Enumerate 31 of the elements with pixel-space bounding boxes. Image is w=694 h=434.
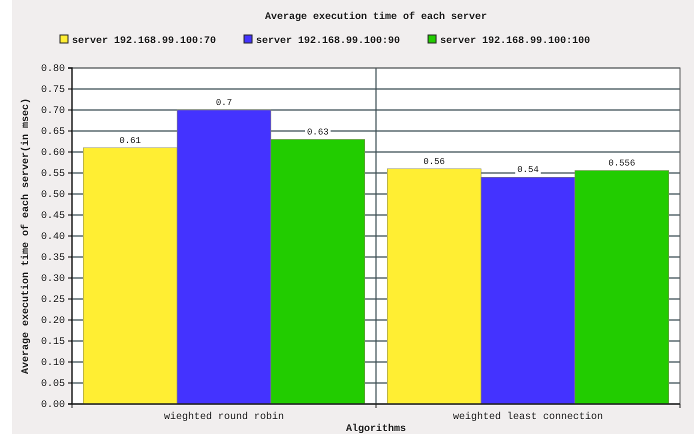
y-tick-label: 0.25	[40, 295, 65, 306]
legend-label: server 192.168.99.100:70	[72, 36, 216, 47]
y-tick-label: 0.65	[40, 127, 65, 138]
y-tick-label: 0.80	[40, 64, 65, 76]
legend-label: server 192.168.99.100:100	[440, 36, 590, 47]
data-label: 0.556	[608, 158, 636, 168]
y-tick-label: 0.40	[40, 232, 65, 244]
data-label: 0.61	[119, 136, 141, 146]
data-label: 0.7	[216, 98, 232, 108]
y-tick-label: 0.20	[40, 316, 65, 328]
y-axis-title: Average execution time of each server(in msec)	[20, 98, 32, 374]
y-tick-label: 0.45	[40, 211, 65, 222]
y-tick-label: 0.55	[40, 169, 65, 180]
x-axis-title: Algorithms	[346, 423, 406, 434]
y-tick-label: 0.75	[40, 85, 65, 96]
y-tick-label: 0.70	[40, 106, 65, 118]
y-tick-label: 0.35	[40, 253, 65, 264]
y-tick-label: 0.15	[40, 337, 65, 348]
y-tick-label: 0.00	[40, 400, 65, 412]
x-tick-label: wieghted round robin	[164, 411, 284, 423]
y-tick-label: 0.50	[40, 190, 65, 202]
y-tick-label: 0.10	[40, 358, 65, 370]
x-tick-label: weighted least connection	[452, 411, 604, 423]
data-label: 0.54	[517, 165, 539, 176]
legend-label: server 192.168.99.100:90	[256, 36, 400, 47]
y-tick-label: 0.05	[40, 379, 65, 390]
y-tick-label: 0.60	[40, 148, 65, 160]
chart-title: Average execution time of each server	[264, 11, 488, 23]
data-label: 0.56	[423, 156, 445, 167]
data-label: 0.63	[307, 127, 329, 138]
y-tick-label: 0.30	[40, 274, 65, 286]
